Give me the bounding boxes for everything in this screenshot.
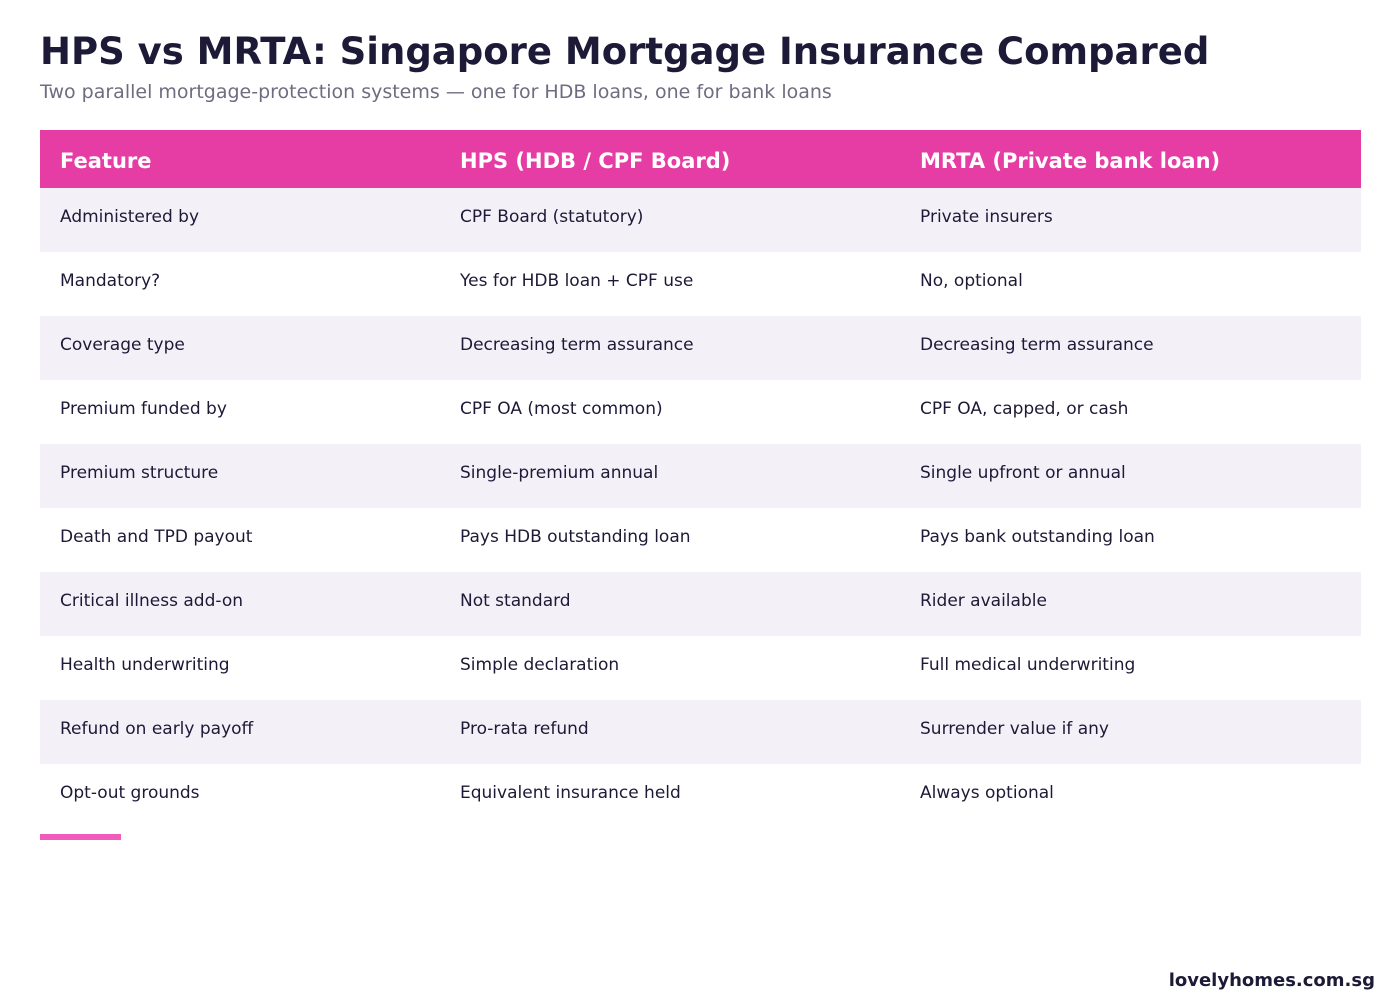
hps-cell: Simple declaration: [460, 655, 620, 675]
mrta-cell: Pays bank outstanding loan: [920, 527, 1155, 547]
column-header-mrta: MRTA (Private bank loan): [920, 149, 1221, 173]
feature-cell: Mandatory?: [60, 271, 161, 291]
feature-cell: Opt-out grounds: [60, 783, 200, 803]
hps-cell: Single-premium annual: [460, 463, 659, 483]
table-row: Death and TPD payout Pays HDB outstandin…: [40, 508, 1361, 572]
feature-cell: Administered by: [60, 207, 200, 227]
table-header-row: Feature HPS (HDB / CPF Board) MRTA (Priv…: [40, 130, 1361, 188]
table-row: Health underwriting Simple declaration F…: [40, 636, 1361, 700]
table-row: Coverage type Decreasing term assurance …: [40, 316, 1361, 380]
table-row: Opt-out grounds Equivalent insurance hel…: [40, 764, 1361, 828]
mrta-cell: Decreasing term assurance: [920, 335, 1154, 355]
footer-brand: lovelyhomes.com.sg: [1168, 970, 1375, 991]
hps-cell: Pro-rata refund: [460, 719, 589, 739]
hps-cell: Decreasing term assurance: [460, 335, 694, 355]
mrta-cell: CPF OA, capped, or cash: [920, 399, 1129, 419]
feature-cell: Refund on early payoff: [60, 719, 254, 739]
table-row: Administered by CPF Board (statutory) Pr…: [40, 188, 1361, 252]
feature-cell: Critical illness add-on: [60, 591, 244, 611]
comparison-table: Feature HPS (HDB / CPF Board) MRTA (Priv…: [40, 130, 1361, 828]
hps-cell: Yes for HDB loan + CPF use: [460, 271, 694, 291]
mrta-cell: Surrender value if any: [920, 719, 1109, 739]
hps-cell: CPF Board (statutory): [460, 207, 644, 227]
hps-cell: Pays HDB outstanding loan: [460, 527, 691, 547]
mrta-cell: Rider available: [920, 591, 1047, 611]
table-row: Critical illness add-on Not standard Rid…: [40, 572, 1361, 636]
page-title: HPS vs MRTA: Singapore Mortgage Insuranc…: [40, 30, 1210, 73]
page-subtitle: Two parallel mortgage-protection systems…: [40, 81, 832, 103]
table-row: Premium funded by CPF OA (most common) C…: [40, 380, 1361, 444]
mrta-cell: Always optional: [920, 783, 1054, 803]
table-row: Refund on early payoff Pro-rata refund S…: [40, 700, 1361, 764]
feature-cell: Health underwriting: [60, 655, 230, 675]
mrta-cell: Full medical underwriting: [920, 655, 1136, 675]
feature-cell: Coverage type: [60, 335, 185, 355]
feature-cell: Death and TPD payout: [60, 527, 253, 547]
hps-cell: Not standard: [460, 591, 571, 611]
mrta-cell: Private insurers: [920, 207, 1053, 227]
accent-bar: [40, 834, 121, 840]
hps-cell: Equivalent insurance held: [460, 783, 681, 803]
column-header-feature: Feature: [60, 149, 152, 173]
table-row: Mandatory? Yes for HDB loan + CPF use No…: [40, 252, 1361, 316]
feature-cell: Premium funded by: [60, 399, 227, 419]
mrta-cell: No, optional: [920, 271, 1023, 291]
mrta-cell: Single upfront or annual: [920, 463, 1126, 483]
hps-cell: CPF OA (most common): [460, 399, 663, 419]
column-header-hps: HPS (HDB / CPF Board): [460, 149, 731, 173]
table-row: Premium structure Single-premium annual …: [40, 444, 1361, 508]
feature-cell: Premium structure: [60, 463, 219, 483]
